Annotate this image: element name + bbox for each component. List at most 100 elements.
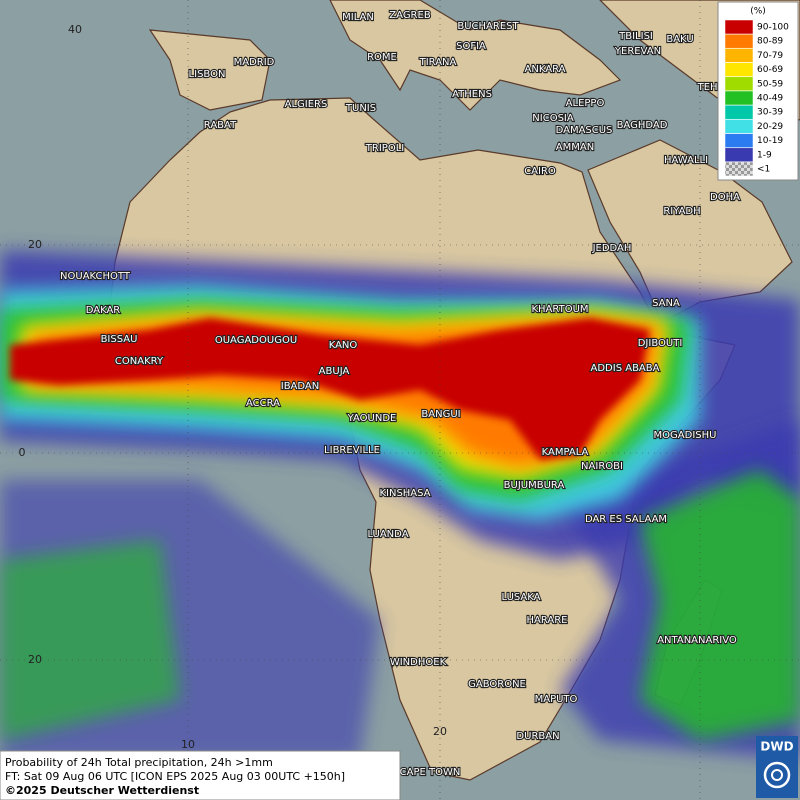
legend-swatch	[724, 90, 754, 106]
footer-line: FT: Sat 09 Aug 06 UTC [ICON EPS 2025 Aug…	[5, 770, 345, 783]
city-label: BAKU	[666, 34, 693, 45]
footer-line: ©2025 Deutscher Wetterdienst	[5, 784, 199, 797]
graticule-label: 0	[19, 446, 26, 459]
footer-box	[0, 750, 401, 800]
city-label: TRIPOLI	[365, 143, 404, 154]
city-label: YAOUNDE	[347, 413, 397, 424]
city-label: DOHA	[710, 192, 740, 203]
logo-icon	[771, 769, 783, 781]
legend-label: 1-9	[757, 150, 772, 160]
city-label: ALGIERS	[285, 99, 328, 110]
city-label: CAPE TOWN	[400, 767, 461, 778]
city-label: SOFIA	[456, 41, 486, 52]
city-label: KHARTOUM	[531, 304, 588, 315]
city-label: BAGHDAD	[617, 120, 668, 131]
city-label: TBILISI	[618, 31, 653, 42]
footer-line: Probability of 24h Total precipitation, …	[5, 756, 273, 769]
logo-text: DWD	[760, 740, 793, 754]
city-label: CONAKRY	[115, 356, 164, 367]
city-label: NAIROBI	[581, 461, 623, 472]
city-label: DAR ES SALAAM	[585, 514, 667, 525]
legend-swatch	[724, 119, 754, 134]
legend-swatch	[724, 133, 754, 148]
city-label: KAMPALA	[542, 447, 589, 458]
legend-swatch	[724, 19, 754, 35]
graticule-label: 20	[28, 238, 42, 251]
legend-label: 70-79	[757, 51, 783, 61]
legend-label: <1	[757, 165, 770, 175]
legend-label: 90-100	[757, 23, 789, 33]
legend-label: 30-39	[757, 108, 783, 118]
legend-label: 20-29	[757, 122, 783, 132]
city-label: LIBREVILLE	[324, 445, 380, 456]
legend-swatch	[724, 161, 754, 177]
city-label: TIRANA	[419, 57, 457, 68]
logo: DWD	[756, 736, 798, 798]
city-label: LUANDA	[367, 529, 408, 540]
city-label: KINSHASA	[379, 488, 430, 499]
city-label: ABUJA	[319, 366, 350, 377]
legend: (%) 90-100 80-89 70-79 60-69 50-59 40-49 30-39…	[717, 1, 799, 181]
graticule-label: 40	[68, 23, 82, 36]
city-label: ACCRA	[246, 398, 280, 409]
city-label: LISBON	[189, 69, 226, 80]
graticule-label: 20	[28, 653, 42, 666]
city-label: HAWALLI	[664, 155, 708, 166]
city-label: DAKAR	[86, 305, 121, 316]
city-label: DURBAN	[516, 731, 559, 742]
city-label: MAPUTO	[535, 694, 578, 705]
city-label: GABORONE	[468, 679, 526, 690]
city-label: AMMAN	[556, 142, 594, 153]
legend-unit: (%)	[750, 7, 766, 17]
city-label: ANTANANARIVO	[657, 635, 737, 646]
graticule-label: 20	[433, 725, 447, 738]
legend-swatch	[724, 62, 754, 77]
city-label: KANO	[329, 340, 358, 351]
graticule-label: 10	[181, 738, 195, 751]
legend-label: 60-69	[757, 65, 783, 75]
city-label: JEDDAH	[592, 243, 632, 254]
city-label: ROME	[367, 52, 397, 63]
city-label: MOGADISHU	[654, 430, 717, 441]
city-label: OUAGADOUGOU	[215, 335, 297, 346]
city-label: MADRID	[234, 57, 275, 68]
logo-icon	[763, 761, 791, 789]
city-label: NOUAKCHOTT	[60, 271, 131, 282]
precipitation-field	[0, 250, 800, 760]
city-label: SANA	[652, 298, 680, 309]
city-label: YEREVAN	[614, 46, 661, 57]
legend-swatch	[724, 147, 754, 163]
city-label: TUNIS	[345, 103, 376, 114]
legend-label: 40-49	[757, 94, 783, 104]
city-label: CAIRO	[524, 166, 556, 177]
legend-swatch	[724, 104, 754, 120]
city-label: NICOSIA	[532, 113, 574, 124]
legend-label: 80-89	[757, 37, 783, 47]
city-label: ANKARA	[525, 64, 566, 75]
city-label: DJIBOUTI	[638, 338, 683, 349]
city-label: ADDIS ABABA	[591, 363, 660, 374]
legend-swatch	[724, 48, 754, 63]
city-label: BISSAU	[101, 334, 138, 345]
legend-swatch	[724, 33, 754, 49]
city-label: ZAGREB	[389, 10, 431, 21]
city-label: IBADAN	[281, 381, 320, 392]
legend-label: 50-59	[757, 79, 783, 89]
city-label: LUSAKA	[502, 592, 541, 603]
city-label: RIYADH	[663, 206, 700, 217]
city-label: ALEPPO	[566, 98, 605, 109]
city-label: WINDHOEK	[390, 657, 447, 668]
city-label: BUJUMBURA	[504, 480, 565, 491]
city-label: HARARE	[526, 615, 567, 626]
city-label: BUCHAREST	[457, 21, 519, 32]
city-label: DAMASCUS	[556, 125, 613, 136]
city-label: RABAT	[204, 120, 237, 131]
footer: Probability of 24h Total precipitation, …	[0, 750, 401, 800]
city-label: MILAN	[342, 12, 374, 23]
city-label: BANGUI	[421, 409, 460, 420]
labels: MILAN ZAGREB BUCHAREST TBILISI BAKU YEREVAN MA…	[19, 9, 742, 779]
legend-swatch	[724, 76, 754, 92]
city-label: ATHENS	[452, 89, 492, 100]
